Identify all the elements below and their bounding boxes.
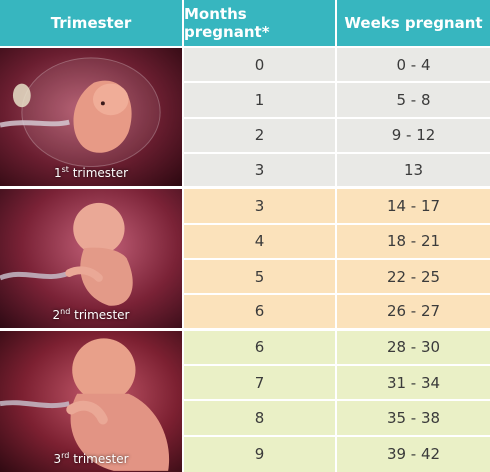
fetus-third-trimester-illustration — [0, 338, 170, 471]
weeks-cell: 39 - 42 — [337, 436, 490, 472]
months-cell: 3 — [184, 189, 337, 225]
months-cell: 7 — [184, 365, 337, 402]
months-cell: 6 — [184, 295, 337, 331]
trimester-2-image: 2nd trimester — [0, 189, 184, 331]
months-cell: 5 — [184, 259, 337, 296]
weeks-cell: 0 - 4 — [337, 48, 490, 84]
embryo-illustration — [0, 57, 161, 168]
months-cell: 9 — [184, 436, 337, 472]
months-cell: 1 — [184, 83, 337, 119]
weeks-cell: 22 - 25 — [337, 259, 490, 296]
trimester-3-label: 3rd trimester — [53, 450, 129, 466]
months-cell: 0 — [184, 48, 337, 84]
months-cell: 2 — [184, 118, 337, 154]
weeks-cell: 28 - 30 — [337, 330, 490, 366]
months-cell: 6 — [184, 330, 337, 366]
header-weeks-pregnant: Weeks pregnant — [337, 0, 490, 48]
weeks-cell: 9 - 12 — [337, 118, 490, 154]
weeks-cell: 31 - 34 — [337, 365, 490, 402]
weeks-cell: 18 - 21 — [337, 224, 490, 260]
months-cell: 8 — [184, 401, 337, 437]
weeks-cell: 5 - 8 — [337, 83, 490, 119]
weeks-cell: 26 - 27 — [337, 295, 490, 331]
weeks-cell: 35 - 38 — [337, 401, 490, 437]
weeks-cell: 14 - 17 — [337, 189, 490, 225]
fetus-second-trimester-illustration — [0, 203, 133, 307]
trimester-1-label: 1st trimester — [53, 165, 129, 181]
months-cell: 3 — [184, 153, 337, 190]
trimester-2-label: 2nd trimester — [52, 306, 130, 322]
header-trimester: Trimester — [0, 0, 184, 48]
months-cell: 4 — [184, 224, 337, 260]
weeks-cell: 13 — [337, 153, 490, 190]
trimester-3-image: 3rd trimester — [0, 330, 184, 472]
header-months-pregnant: Months pregnant* — [184, 0, 337, 48]
trimester-1-image: 1st trimester — [0, 48, 184, 190]
